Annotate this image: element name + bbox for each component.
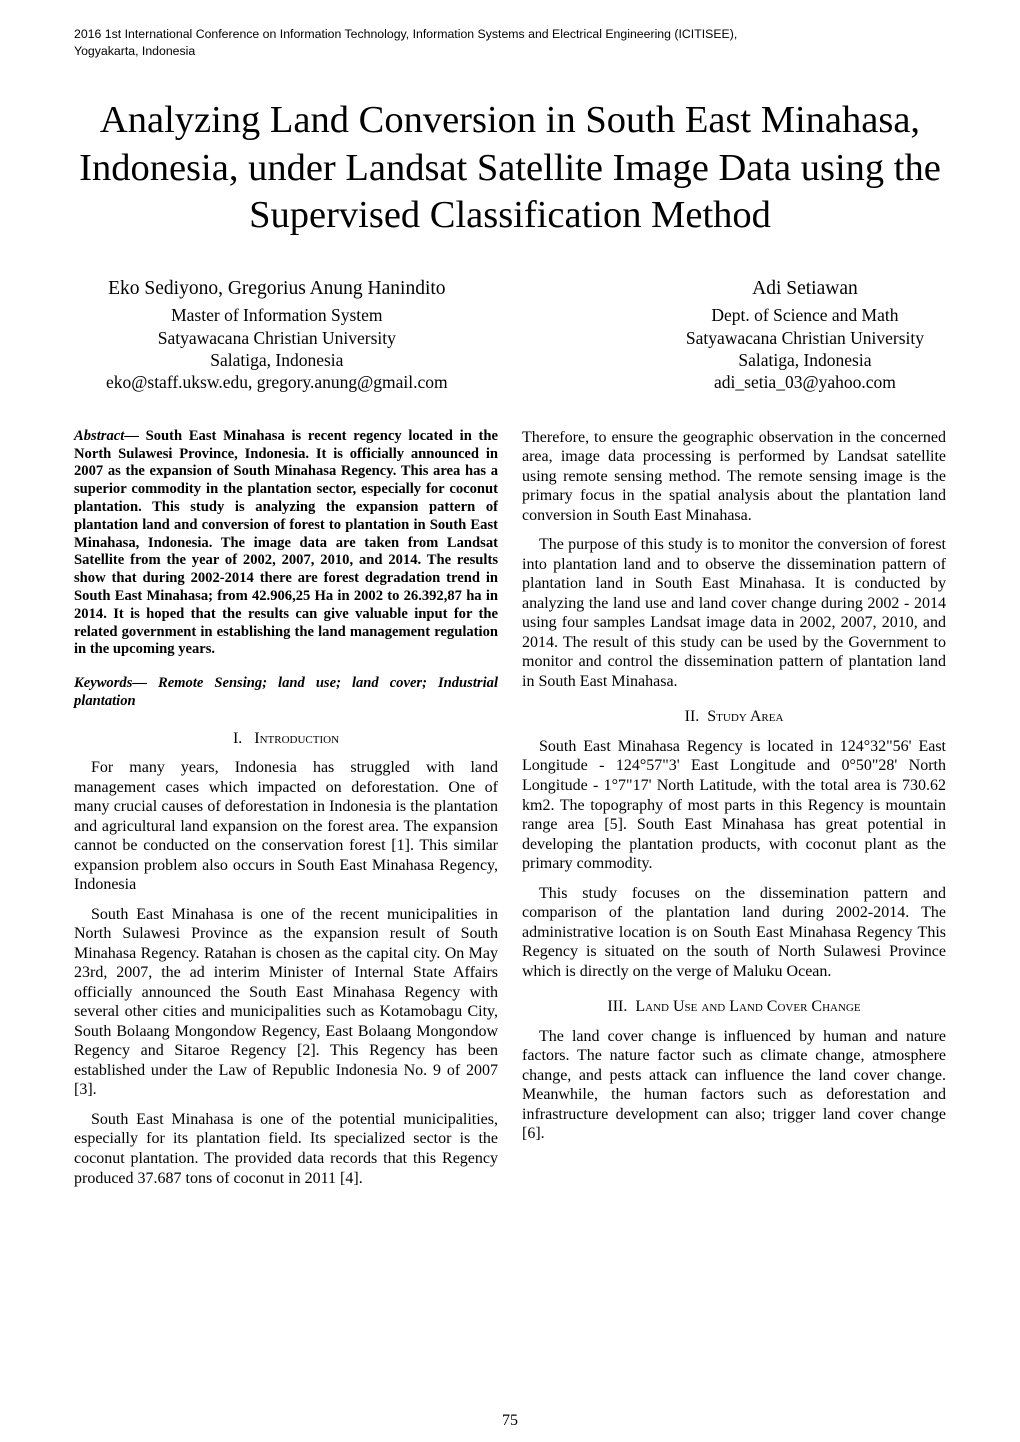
author-affil-right-1: Dept. of Science and Math xyxy=(686,304,924,326)
paragraph-7: This study focuses on the dissemination … xyxy=(522,884,946,982)
author-name-left: Eko Sediyono, Gregorius Anung Hanindito xyxy=(106,277,448,302)
keywords-block: Keywords— Remote Sensing; land use; land… xyxy=(74,675,498,711)
abstract-text: — South East Minahasa is recent regency … xyxy=(74,428,498,658)
section-num-3: III. xyxy=(607,998,627,1015)
author-affil-right-3: Salatiga, Indonesia xyxy=(686,349,924,371)
right-column: Therefore, to ensure the geographic obse… xyxy=(522,428,946,1198)
section-title-1: Introduction xyxy=(254,730,339,747)
abstract-block: Abstract— South East Minahasa is recent … xyxy=(74,428,498,659)
author-affil-left-1: Master of Information System xyxy=(106,304,448,326)
conference-line1: 2016 1st International Conference on Inf… xyxy=(74,26,946,43)
paragraph-1: For many years, Indonesia has struggled … xyxy=(74,758,498,895)
section-heading-land-use: III. Land Use and Land Cover Change xyxy=(522,997,946,1017)
author-block-left: Eko Sediyono, Gregorius Anung Hanindito … xyxy=(106,277,448,394)
author-block-right: Adi Setiawan Dept. of Science and Math S… xyxy=(686,277,924,394)
author-email-left: eko@staff.uksw.edu, gregory.anung@gmail.… xyxy=(106,371,448,393)
author-affil-left-3: Salatiga, Indonesia xyxy=(106,349,448,371)
section-heading-introduction: I. Introduction xyxy=(74,729,498,749)
two-column-body: Abstract— South East Minahasa is recent … xyxy=(74,428,946,1198)
page-number: 75 xyxy=(0,1412,1020,1430)
section-heading-study-area: II. Study Area xyxy=(522,707,946,727)
section-title-3: Land Use and Land Cover Change xyxy=(635,998,860,1015)
conference-header: 2016 1st International Conference on Inf… xyxy=(74,26,946,59)
author-affil-left-2: Satyawacana Christian University xyxy=(106,327,448,349)
paragraph-5: The purpose of this study is to monitor … xyxy=(522,535,946,691)
paragraph-8: The land cover change is influenced by h… xyxy=(522,1027,946,1144)
section-num-1: I. xyxy=(233,730,242,747)
paragraph-2: South East Minahasa is one of the recent… xyxy=(74,905,498,1100)
author-name-right: Adi Setiawan xyxy=(686,277,924,302)
author-email-right: adi_setia_03@yahoo.com xyxy=(686,371,924,393)
conference-line2: Yogyakarta, Indonesia xyxy=(74,43,946,60)
abstract-label: Abstract xyxy=(74,428,124,444)
paper-title: Analyzing Land Conversion in South East … xyxy=(74,97,946,239)
paragraph-6: South East Minahasa Regency is located i… xyxy=(522,737,946,874)
paragraph-4: Therefore, to ensure the geographic obse… xyxy=(522,428,946,526)
keywords-label: Keywords— xyxy=(74,675,147,691)
author-affil-right-2: Satyawacana Christian University xyxy=(686,327,924,349)
left-column: Abstract— South East Minahasa is recent … xyxy=(74,428,498,1198)
section-num-2: II. xyxy=(685,708,700,725)
authors-row: Eko Sediyono, Gregorius Anung Hanindito … xyxy=(74,277,946,394)
section-title-2: Study Area xyxy=(707,708,783,725)
paragraph-3: South East Minahasa is one of the potent… xyxy=(74,1110,498,1188)
